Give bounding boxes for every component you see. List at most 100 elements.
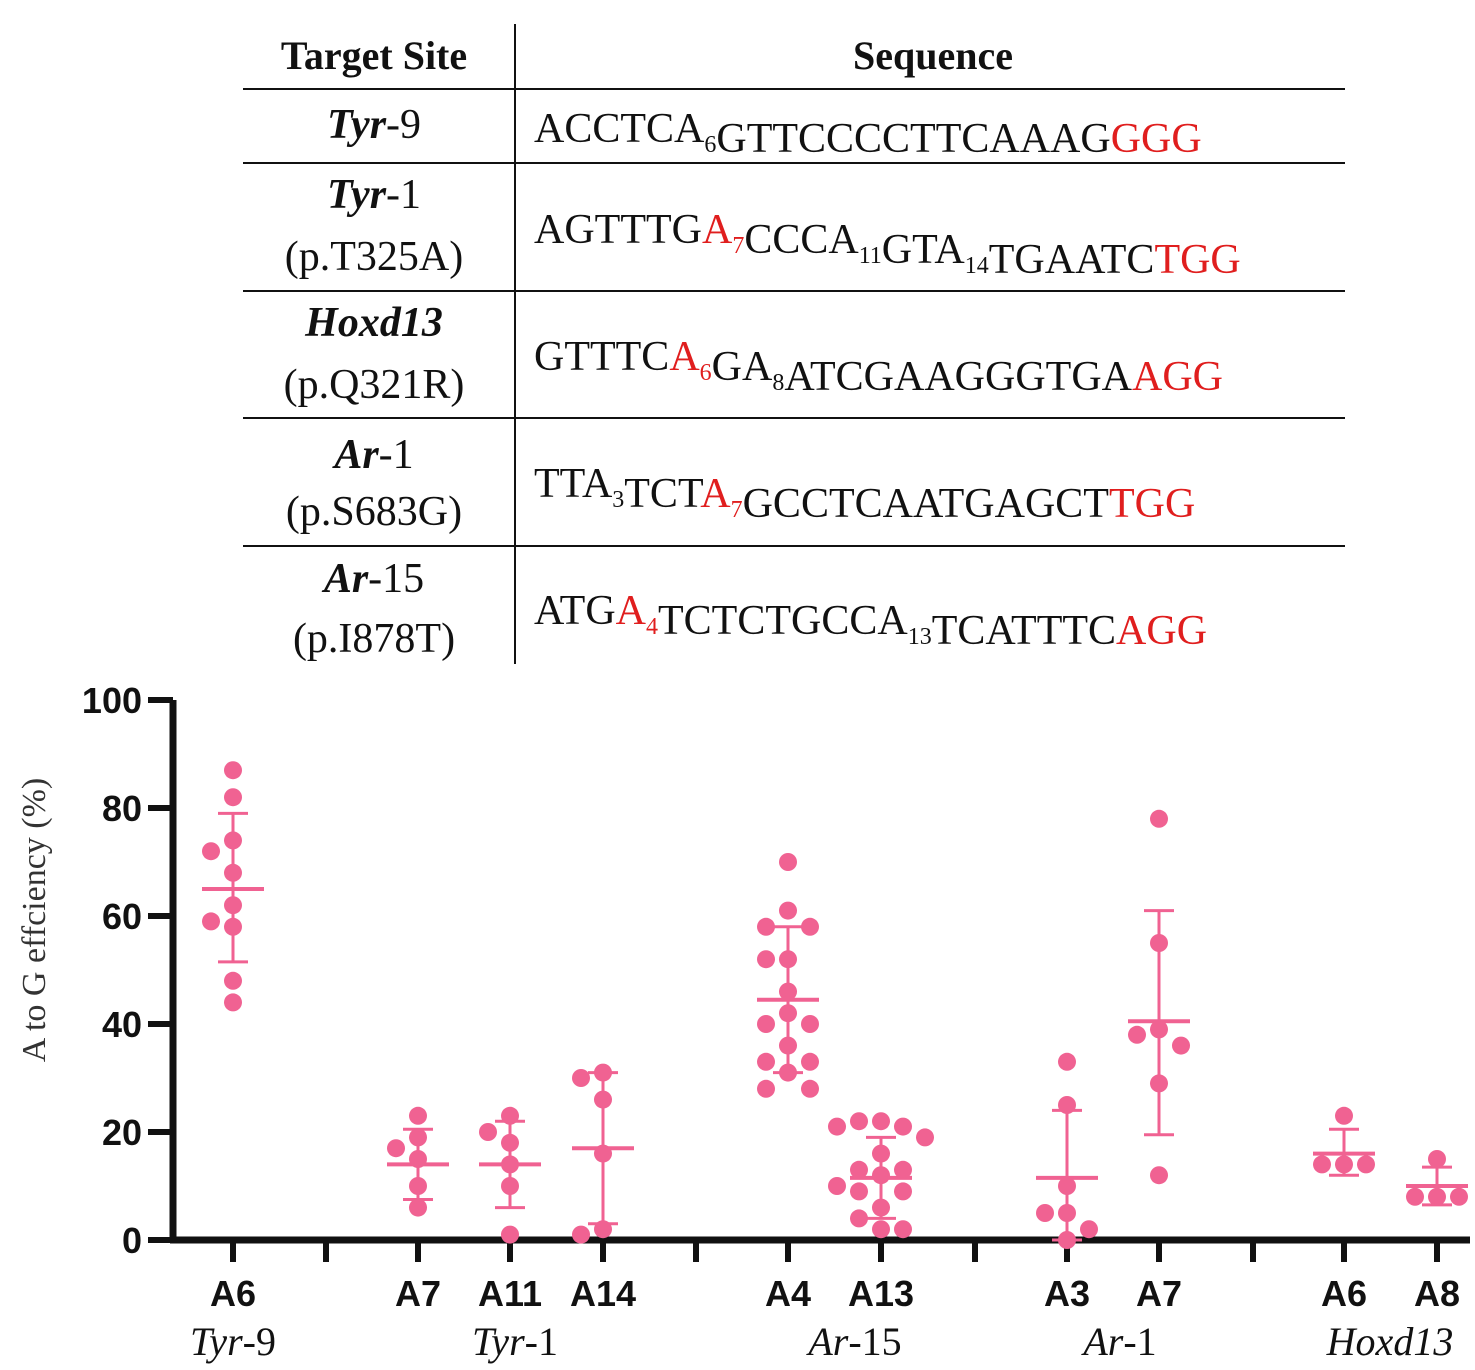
sequence-segment: GTTCCCCTTCAAAG: [716, 116, 1110, 162]
data-point: [757, 1052, 775, 1071]
data-point: [1428, 1150, 1446, 1168]
data-point: [409, 1198, 427, 1217]
data-point: [1058, 1052, 1076, 1071]
sequence-subscript: 13: [908, 624, 932, 650]
sequence-subscript: 14: [965, 253, 989, 279]
data-point: [1128, 1025, 1146, 1044]
table-site-mutation: (p.S683G): [286, 489, 462, 535]
y-tick-label: 40: [102, 1004, 142, 1045]
data-point: [801, 1052, 819, 1071]
sequence-subscript: 3: [612, 487, 624, 513]
sequence-subscript: 7: [731, 497, 743, 523]
y-tick-label: 20: [102, 1112, 142, 1153]
sequence-subscript: 8: [772, 370, 784, 396]
data-point: [801, 917, 819, 936]
table-site-mutation: (p.I878T): [293, 616, 455, 662]
sequence-segment: ATG: [534, 588, 616, 634]
data-point: [1406, 1187, 1424, 1206]
sequence-segment: ATCGAAGGGTGA: [784, 354, 1132, 400]
data-point: [757, 950, 775, 969]
data-point: [1450, 1187, 1468, 1206]
x-group-label: Ar-1: [1080, 1319, 1156, 1364]
table-header-target-site: Target Site: [281, 33, 467, 78]
site-name-part: -1: [386, 172, 421, 218]
data-point: [894, 1220, 912, 1239]
sequence-segment: GTTTC: [534, 334, 669, 380]
data-point: [828, 1177, 846, 1195]
table-sequence: AGTTTGA7CCCA11GTA14TGAATCTGG: [534, 207, 1241, 283]
data-point: [779, 853, 797, 871]
sequence-segment: GCCTCAATGAGCT: [743, 481, 1109, 527]
data-point: [224, 993, 242, 1012]
group-label-italic: Tyr: [472, 1319, 525, 1364]
data-point: [872, 1112, 890, 1131]
site-name-part: -15: [368, 556, 424, 602]
sequence-segment: GTA: [882, 227, 966, 273]
data-point: [850, 1182, 868, 1201]
sequence-subscript: 11: [859, 243, 882, 269]
data-point: [801, 1015, 819, 1033]
table-header-sequence: Sequence: [853, 33, 1013, 78]
x-tick-label: A8: [1414, 1273, 1460, 1314]
x-tick-label: A6: [210, 1273, 256, 1314]
y-tick-label: 100: [82, 680, 142, 721]
data-point: [572, 1069, 590, 1087]
sequence-segment: A: [616, 588, 647, 634]
table-sequence: ATGA4TCTCTGCCA13TCATTTCAGG: [534, 588, 1207, 654]
sequence-table: Target Site Sequence Tyr-9 ACCTCA6GTTCCCCTT…: [243, 24, 1345, 664]
sequence-segment: TGG: [1109, 481, 1195, 527]
group-label-italic: Ar: [1080, 1319, 1123, 1364]
data-point: [779, 901, 797, 920]
sequence-segment: AGG: [1116, 608, 1207, 654]
data-point: [1036, 1204, 1054, 1222]
group-label-italic: Tyr: [190, 1319, 243, 1364]
sequence-segment: ACCTCA: [534, 106, 705, 152]
table-site-name: Ar-15: [321, 556, 424, 602]
sequence-segment: A: [700, 471, 731, 517]
data-point: [872, 1220, 890, 1239]
group-label-suffix: -1: [1123, 1319, 1156, 1364]
site-name-part: Hoxd13: [304, 300, 443, 346]
site-name-part: Tyr: [327, 102, 387, 148]
x-tick-label: A6: [1321, 1273, 1367, 1314]
data-point: [850, 1209, 868, 1228]
table-sequence: TTA3TCTA7GCCTCAATGAGCTTGG: [534, 461, 1195, 527]
table-site-name: Ar-1: [331, 432, 413, 478]
sequence-subscript: 4: [646, 614, 658, 640]
sequence-segment: CCCA: [744, 217, 859, 263]
data-point: [894, 1160, 912, 1179]
data-point: [850, 1160, 868, 1179]
table-site-name: Tyr-1: [327, 172, 421, 218]
sequence-segment: TCTCTGCCA: [658, 598, 908, 644]
sequence-subscript: 7: [732, 233, 744, 259]
data-point: [894, 1182, 912, 1201]
data-point: [850, 1112, 868, 1131]
sequence-subscript: 6: [704, 132, 716, 158]
data-point: [828, 1117, 846, 1136]
site-name-part: -1: [379, 432, 414, 478]
y-tick-label: 60: [102, 896, 142, 937]
sequence-segment: AGG: [1132, 354, 1223, 400]
x-group-label: Tyr-9: [190, 1319, 276, 1364]
data-point: [1313, 1155, 1331, 1174]
x-group-label: Tyr-1: [472, 1319, 558, 1364]
x-group-label: Hoxd13: [1326, 1319, 1454, 1364]
data-point: [757, 1015, 775, 1033]
group-label-italic: Hoxd13: [1326, 1319, 1454, 1364]
sequence-segment: A: [702, 207, 733, 253]
sequence-segment: TCATTTC: [932, 608, 1116, 654]
data-point: [1335, 1106, 1353, 1125]
data-point: [1357, 1155, 1375, 1174]
site-name-part: Ar: [321, 556, 369, 602]
table-sequence: GTTTCA6GA8ATCGAAGGGTGAAGG: [534, 334, 1223, 400]
data-point: [572, 1225, 590, 1244]
x-tick-label: A13: [848, 1273, 914, 1314]
site-name-part: -9: [386, 102, 421, 148]
sequence-segment: GA: [712, 344, 773, 390]
sequence-segment: TGG: [1154, 237, 1240, 283]
site-name-part: Ar: [331, 432, 379, 478]
data-point: [757, 917, 775, 936]
sequence-segment: TCT: [624, 471, 703, 517]
data-point: [387, 1139, 405, 1158]
